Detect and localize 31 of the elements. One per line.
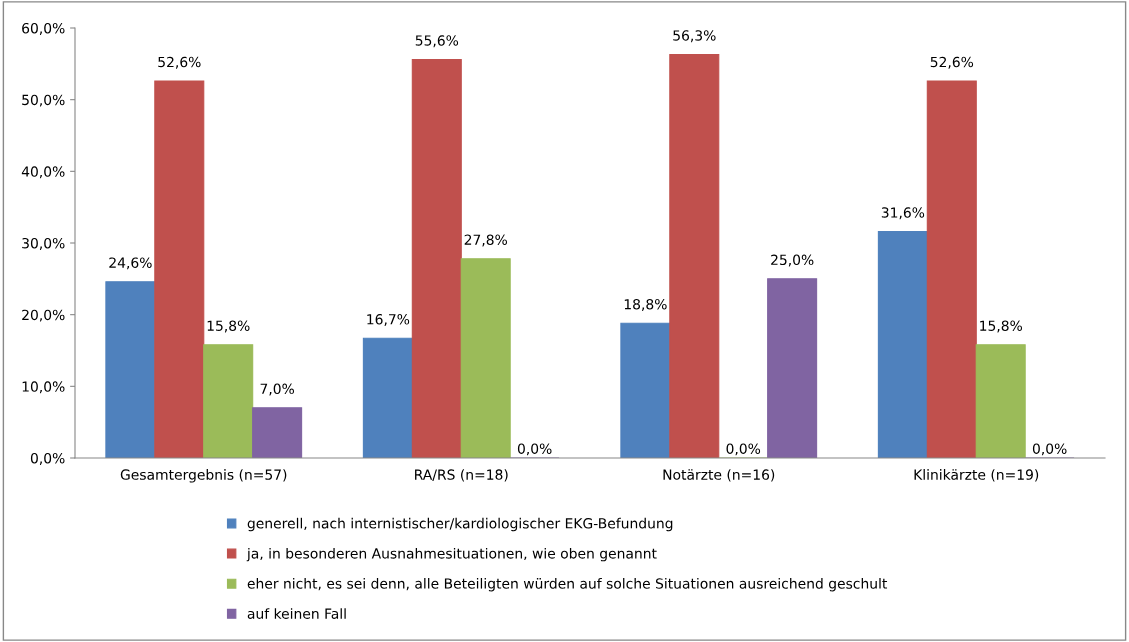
y-tick-label: 20,0%: [22, 309, 65, 322]
legend-label: generell, nach internistischer/kardiologischer EKG-Befundung: [247, 517, 673, 532]
data-label: 52,6%: [930, 56, 974, 69]
data-label: 18,8%: [624, 298, 667, 311]
x-tick-label: Notärzte (n=16): [663, 469, 775, 482]
x-tick-label: Gesamtergebnis (n=57): [120, 469, 287, 483]
y-tick-label: 60,0%: [22, 22, 65, 35]
data-label: 25,0%: [771, 254, 814, 267]
data-label: 31,6%: [881, 207, 925, 220]
y-tick-label: 40,0%: [21, 166, 65, 179]
data-label: 0,0%: [1032, 443, 1067, 456]
legend-label: eher nicht, es sei denn, alle Beteiligten würden auf solche Situationen ausreichend geschult: [247, 578, 888, 592]
y-tick-label: 10,0%: [22, 381, 65, 394]
data-label: 56,3%: [673, 30, 716, 43]
data-label: 27,8%: [464, 234, 508, 247]
y-tick-label: 50,0%: [22, 94, 65, 107]
data-label: 0,0%: [726, 443, 761, 456]
data-label: 0,0%: [517, 443, 552, 456]
y-tick-label: 30,0%: [22, 237, 65, 250]
x-tick-label: Klinikärzte (n=19): [914, 469, 1039, 482]
data-label: 24,6%: [109, 257, 152, 270]
data-label: 55,6%: [415, 35, 459, 48]
legend-label: auf keinen Fall: [247, 608, 346, 619]
legend-label: ja, in besonderen Ausnahmesituationen, wie oben genannt: [246, 547, 657, 562]
data-label: 15,8%: [980, 320, 1023, 333]
data-label: 16,7%: [367, 314, 410, 326]
data-label: 15,8%: [207, 320, 250, 333]
data-label: 7,0%: [260, 383, 295, 396]
x-tick-label: RA/RS (n=18): [415, 469, 508, 482]
data-label: 52,6%: [158, 56, 201, 69]
y-tick-label: 0,0%: [30, 452, 65, 465]
